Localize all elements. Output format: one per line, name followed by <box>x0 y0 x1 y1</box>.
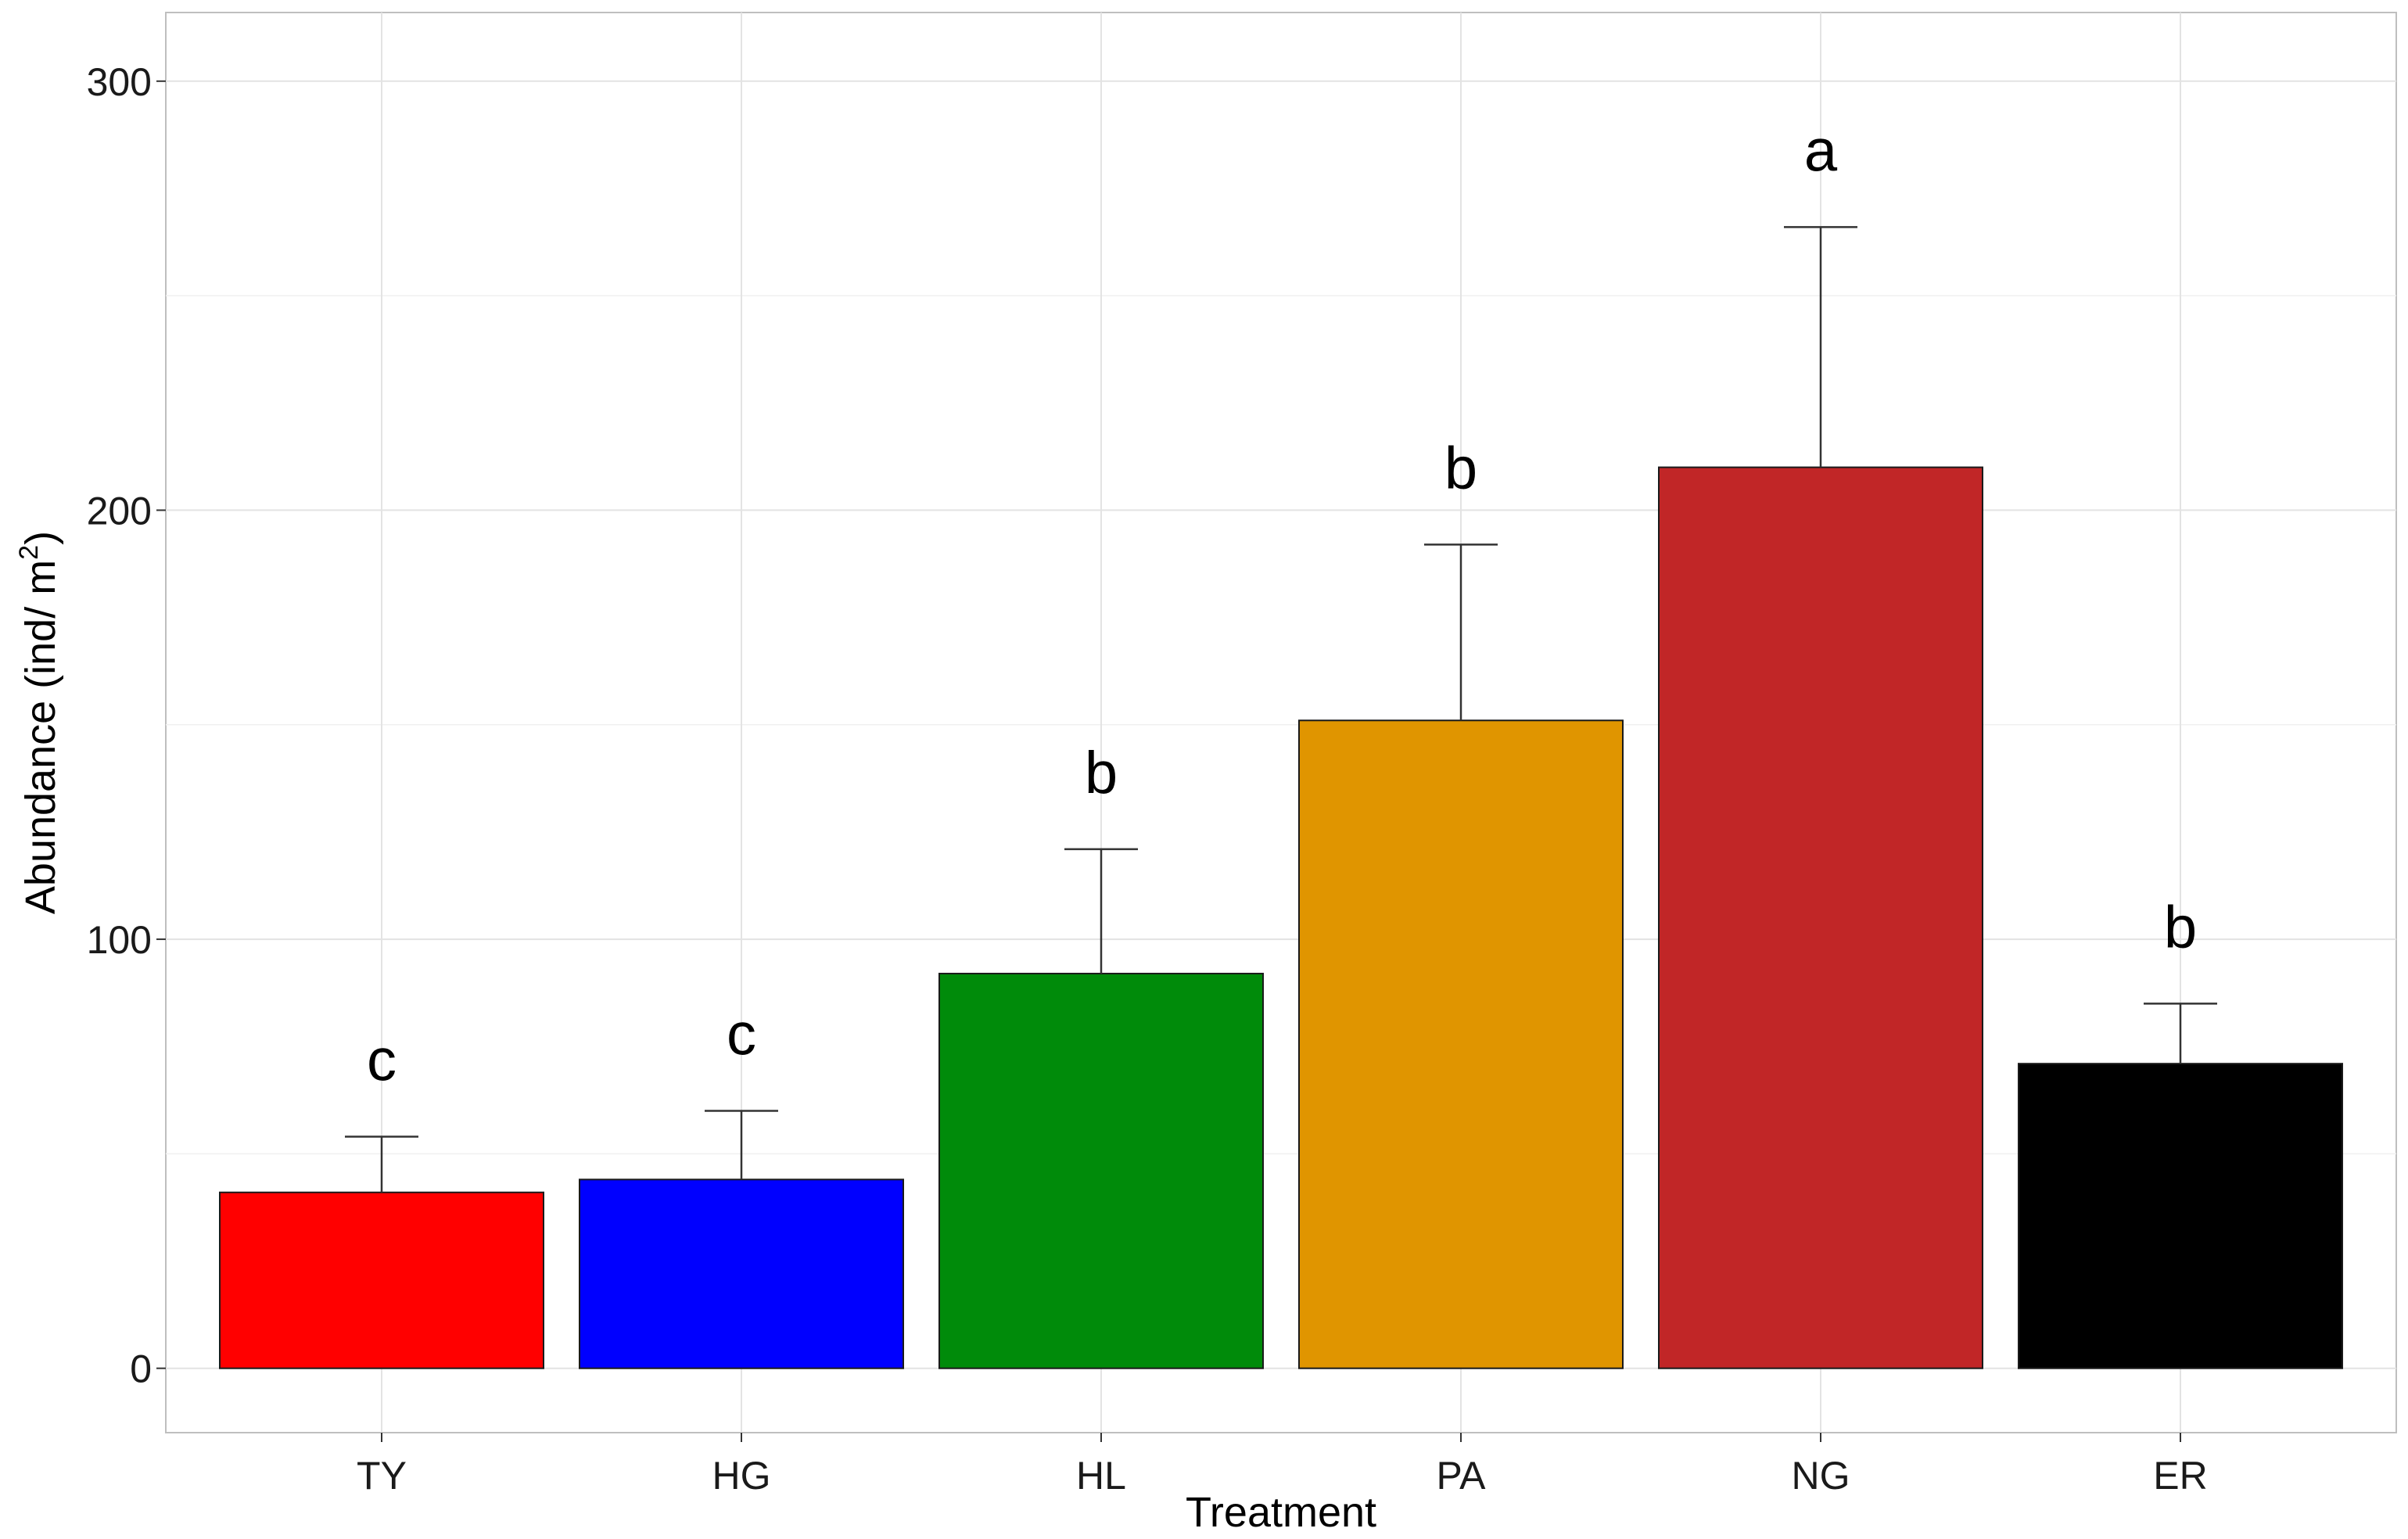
y-tick-label: 100 <box>87 918 152 962</box>
x-tick-label: ER <box>2153 1454 2207 1498</box>
significance-letter: b <box>2164 894 2197 960</box>
bar-hg <box>579 1178 904 1369</box>
bar-ty <box>219 1191 544 1369</box>
significance-letter: b <box>1444 435 1477 501</box>
x-tick-label: NG <box>1792 1454 1850 1498</box>
y-axis-title-superscript: 2 <box>14 545 44 560</box>
significance-letter: b <box>1085 740 1118 806</box>
bar-pa <box>1298 719 1624 1369</box>
significance-letter: c <box>367 1027 397 1093</box>
y-tick-label: 300 <box>87 60 152 104</box>
y-tick-label: 200 <box>87 489 152 533</box>
y-axis-ticks: 0 100 200 300 <box>87 60 166 1391</box>
x-tick-label: HL <box>1076 1454 1126 1498</box>
error-bars <box>345 226 2217 1193</box>
bars <box>219 466 2343 1369</box>
y-axis-title-main: Abundance (ind/ m <box>17 560 64 914</box>
x-tick-label: PA <box>1437 1454 1487 1498</box>
significance-letter: a <box>1804 117 1838 184</box>
x-axis-title: Treatment <box>1186 1489 1376 1536</box>
y-axis-title: Abundance (ind/ m2) <box>14 531 64 914</box>
significance-letter: c <box>727 1002 756 1068</box>
x-axis-ticks: TY HG HL PA NG ER <box>357 1433 2208 1498</box>
y-axis-title-close: ) <box>17 531 64 545</box>
bar-ng <box>1658 466 1983 1369</box>
significance-letters: c c b b a b <box>367 117 2197 1093</box>
bar-er <box>2018 1063 2343 1369</box>
x-tick-label: TY <box>357 1454 407 1498</box>
x-tick-label: HG <box>712 1454 771 1498</box>
y-tick-label: 0 <box>130 1347 152 1391</box>
bar-hl <box>938 972 1264 1369</box>
